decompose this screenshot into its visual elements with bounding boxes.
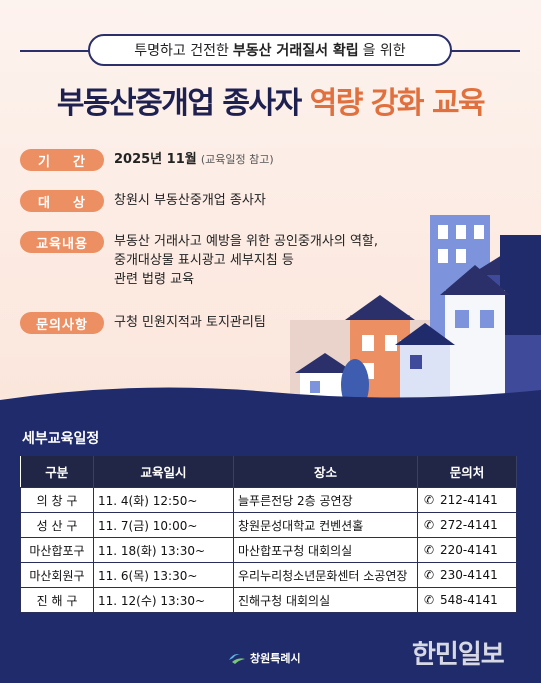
period-note: (교육일정 참고)	[200, 153, 274, 166]
subtitle-bold: 부동산 거래질서 확립	[232, 43, 359, 59]
info-content: 교육내용 부동산 거래사고 예방을 위한 공인중개사의 역할, 중개대상물 표시…	[20, 231, 378, 289]
row-venue: 마산합포구청 대회의실	[233, 537, 418, 563]
header-venue: 장소	[233, 456, 418, 488]
phone-icon: ✆	[423, 543, 435, 557]
content-value: 부동산 거래사고 예방을 위한 공인중개사의 역할, 중개대상물 표시광고 세부…	[114, 231, 378, 289]
header-datetime: 교육일시	[93, 456, 234, 488]
schedule-title: 세부교육일정	[22, 431, 100, 447]
content-line3: 관련 법령 교육	[114, 272, 195, 287]
row-contact: ✆ 272-4141	[417, 512, 517, 538]
row-datetime: 11. 12(수) 13:30~	[93, 587, 234, 613]
row-division: 마산회원구	[20, 562, 94, 588]
schedule-header-row: 구분 교육일시 장소 문의처	[20, 456, 517, 488]
row-division: 마산합포구	[20, 537, 94, 563]
subtitle-rule-left	[20, 50, 90, 52]
header-division: 구분	[20, 456, 94, 488]
target-label-char2: 상	[73, 195, 86, 211]
row-venue: 창원문성대학교 컨벤션홀	[233, 512, 418, 538]
changwon-logo-icon	[229, 654, 245, 664]
subtitle-pill: 투명하고 건전한 부동산 거래질서 확립 을 위한	[88, 34, 452, 66]
row-phone: 212-4141	[440, 493, 498, 507]
wave-divider	[0, 387, 541, 412]
page-title: 부동산중개업 종사자 역량 강화 교육	[0, 78, 541, 122]
row-venue: 진해구청 대회의실	[233, 587, 418, 613]
row-datetime: 11. 7(금) 10:00~	[93, 512, 234, 538]
content-line2: 중개대상물 표시광고 세부지침 등	[114, 253, 294, 268]
period-value-wrap: 2025년 11월 (교육일정 참고)	[114, 149, 274, 169]
table-row: 마산합포구 11. 18(화) 13:30~ 마산합포구청 대회의실 ✆ 220-…	[20, 537, 517, 563]
row-phone: 272-4141	[440, 518, 498, 532]
logo-text: 창원특례시	[250, 652, 301, 665]
row-division: 의 창 구	[20, 487, 94, 513]
period-label: 기 간	[20, 149, 104, 171]
row-division: 성 산 구	[20, 512, 94, 538]
contact-label: 문의사항	[20, 312, 104, 334]
row-contact: ✆ 220-4141	[417, 537, 517, 563]
watermark: 한민일보	[412, 640, 505, 670]
table-row: 마산회원구 11. 6(목) 13:30~ 우리누리청소년문화센터 소공연장 ✆…	[20, 562, 517, 588]
target-value: 창원시 부동산중개업 종사자	[114, 193, 266, 208]
period-label-char2: 간	[73, 154, 86, 170]
row-datetime: 11. 18(화) 13:30~	[93, 537, 234, 563]
period-value: 2025년 11월	[114, 152, 197, 167]
table-row: 진 해 구 11. 12(수) 13:30~ 진해구청 대회의실 ✆ 548-41…	[20, 587, 517, 613]
row-venue: 우리누리청소년문화센터 소공연장	[233, 562, 418, 588]
header-contact: 문의처	[417, 456, 517, 488]
subtitle-post: 을 위한	[362, 43, 406, 59]
contact-value: 구청 민원지적과 토지관리팀	[114, 315, 266, 330]
info-period: 기 간 2025년 11월 (교육일정 참고)	[20, 149, 274, 171]
phone-icon: ✆	[423, 568, 435, 582]
row-phone: 220-4141	[440, 543, 498, 557]
row-contact: ✆ 548-4141	[417, 587, 517, 613]
content-line1: 부동산 거래사고 예방을 위한 공인중개사의 역할,	[114, 234, 378, 249]
row-venue: 늘푸른전당 2층 공연장	[233, 487, 418, 513]
row-contact: ✆ 230-4141	[417, 562, 517, 588]
row-phone: 230-4141	[440, 568, 498, 582]
content-label: 교육내용	[20, 231, 104, 253]
row-datetime: 11. 6(목) 13:30~	[93, 562, 234, 588]
phone-icon: ✆	[423, 593, 435, 607]
row-contact: ✆ 212-4141	[417, 487, 517, 513]
changwon-logo: 창원특례시	[228, 650, 301, 666]
phone-icon: ✆	[423, 493, 435, 507]
info-contact: 문의사항 구청 민원지적과 토지관리팀	[20, 312, 266, 334]
subtitle-rule-right	[450, 50, 520, 52]
schedule-table: 구분 교육일시 장소 문의처 의 창 구 11. 4(화) 12:50~ 늘푸른…	[20, 456, 517, 613]
target-label: 대 상	[20, 190, 104, 212]
phone-icon: ✆	[423, 518, 435, 532]
row-division: 진 해 구	[20, 587, 94, 613]
target-label-char1: 대	[38, 195, 51, 211]
period-label-char1: 기	[38, 154, 51, 170]
subtitle-pre: 투명하고 건전한	[134, 43, 229, 59]
row-datetime: 11. 4(화) 12:50~	[93, 487, 234, 513]
table-row: 의 창 구 11. 4(화) 12:50~ 늘푸른전당 2층 공연장 ✆ 212-…	[20, 487, 517, 513]
title-main: 부동산중개업 종사자	[56, 86, 302, 121]
title-highlight: 역량 강화 교육	[309, 86, 486, 121]
row-phone: 548-4141	[440, 593, 498, 607]
buildings-illustration	[290, 215, 541, 410]
table-row: 성 산 구 11. 7(금) 10:00~ 창원문성대학교 컨벤션홀 ✆ 272-…	[20, 512, 517, 538]
info-target: 대 상 창원시 부동산중개업 종사자	[20, 190, 266, 212]
